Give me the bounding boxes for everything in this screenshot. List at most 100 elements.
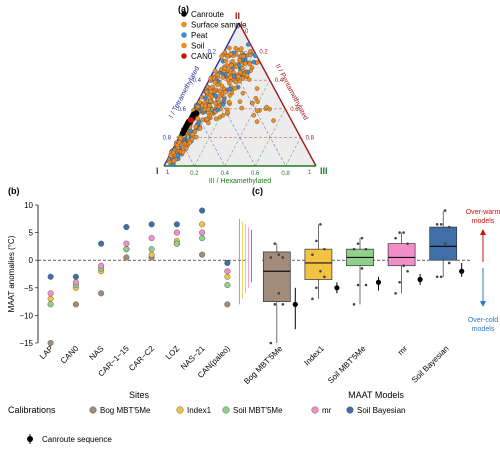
tick-label-III: 0.8 — [281, 171, 290, 177]
box-point — [439, 275, 443, 279]
legend-marker — [181, 53, 187, 59]
ternary-sample-point — [223, 89, 228, 95]
over-warm-arrowhead — [480, 229, 486, 235]
ternary-sample-point — [195, 116, 200, 121]
ternary-grid-line — [285, 137, 301, 167]
x-tick-label: LOZ — [164, 344, 181, 361]
ternary-sample-point — [227, 93, 233, 98]
tick-label-I: 0.4 — [193, 78, 202, 84]
site-anomaly-point — [173, 229, 180, 236]
canroute-mean-point — [334, 285, 340, 291]
site-anomaly-point — [173, 221, 180, 228]
vertex-label-III: III — [320, 166, 328, 176]
box-point — [398, 231, 401, 234]
box-point — [319, 223, 322, 226]
x-tick-label: LAP — [38, 344, 55, 361]
ternary-sample-point — [233, 45, 238, 51]
legend-marker — [181, 21, 187, 28]
corner-tick-I: 1 — [166, 170, 170, 176]
site-anomaly-point — [199, 235, 206, 242]
ternary-sample-point — [237, 69, 243, 75]
site-anomaly-point — [47, 295, 54, 302]
ternary-sample-point — [253, 53, 258, 59]
box-point — [273, 303, 277, 306]
over-cold-label: models — [472, 326, 495, 333]
can0-point — [188, 117, 194, 124]
box-point — [402, 231, 405, 234]
box-point — [394, 236, 397, 240]
ternary-sample-point — [189, 136, 195, 142]
ternary-sample-point — [183, 146, 189, 151]
legend-label: Index1 — [187, 406, 212, 415]
box-point — [356, 242, 360, 245]
box-point — [356, 283, 360, 287]
legend-marker — [181, 32, 187, 38]
x-tick-label: CAR−C2 — [127, 344, 156, 373]
box-point — [323, 275, 326, 279]
legend-title: Calibrations — [8, 405, 56, 415]
box-point — [360, 236, 364, 240]
site-anomaly-point — [199, 251, 206, 258]
ternary-sample-point — [193, 134, 199, 140]
box-body — [387, 243, 416, 267]
ternary-sample-point — [237, 99, 243, 104]
legend-label: Surface sample — [191, 21, 247, 30]
ternary-sample-point — [230, 58, 235, 64]
ternary-background — [164, 23, 316, 166]
ternary-sample-point — [213, 101, 218, 106]
ternary-sample-point — [213, 116, 219, 121]
site-anomaly-point — [98, 290, 105, 297]
box-point — [364, 247, 368, 251]
ternary-sample-point — [187, 140, 193, 145]
box-point — [435, 223, 439, 226]
box-point — [443, 242, 447, 245]
ternary-sample-point — [180, 149, 186, 155]
ternary-sample-point — [219, 83, 225, 89]
box-point — [281, 256, 285, 259]
ternary-sample-point — [217, 88, 223, 93]
ternary-sample-point — [227, 45, 232, 51]
ternary-plot: 0.80.20.20.60.40.40.40.60.60.20.80.8IIII… — [156, 11, 328, 185]
ternary-sample-point — [215, 107, 220, 113]
box-point — [277, 253, 281, 256]
box-point — [269, 341, 273, 345]
site-anomaly-point — [224, 259, 231, 266]
legend-label: Canroute — [191, 10, 224, 19]
legend-marker — [222, 406, 230, 414]
ternary-sample-point — [232, 86, 238, 91]
canroute-point — [179, 130, 186, 137]
ternary-sample-point — [239, 46, 244, 51]
ternary-sample-point — [264, 104, 269, 110]
site-anomaly-point — [123, 224, 130, 231]
ternary-sample-point — [168, 153, 174, 158]
site-anomaly-point — [98, 240, 105, 247]
ternary-grid-line — [254, 108, 286, 167]
ternary-sample-point — [176, 139, 182, 145]
ternary-sample-point — [254, 86, 260, 91]
over-warm-label: models — [472, 218, 495, 225]
legend-label: Soil — [191, 42, 205, 51]
ternary-sample-point — [205, 106, 211, 112]
y-tick-label: −10 — [19, 311, 33, 320]
site-anomaly-point — [148, 246, 155, 253]
legend-label: CAN0 — [191, 52, 213, 61]
legend-label: Bog MBT'5Me — [100, 406, 151, 415]
site-anomaly-point — [123, 254, 130, 261]
over-warm-label: Over-warm — [466, 209, 500, 216]
ternary-sample-point — [212, 68, 218, 74]
axis-title-III: III / Hexamethylated — [209, 178, 271, 185]
legend-marker — [176, 406, 184, 414]
box-point — [311, 253, 314, 256]
site-anomaly-point — [47, 273, 54, 280]
tick-label-I: 0.6 — [178, 107, 187, 113]
legend-label: mr — [322, 406, 332, 415]
site-anomaly-point — [148, 235, 155, 242]
ternary-sample-point — [255, 108, 260, 114]
site-anomaly-point — [224, 273, 231, 280]
ternary-sample-point — [244, 73, 250, 78]
ternary-sample-point — [175, 153, 181, 159]
legend-marker — [89, 406, 97, 414]
ternary-sample-point — [212, 79, 218, 85]
x-tick-label: Soil MBT'5Me — [326, 344, 368, 386]
